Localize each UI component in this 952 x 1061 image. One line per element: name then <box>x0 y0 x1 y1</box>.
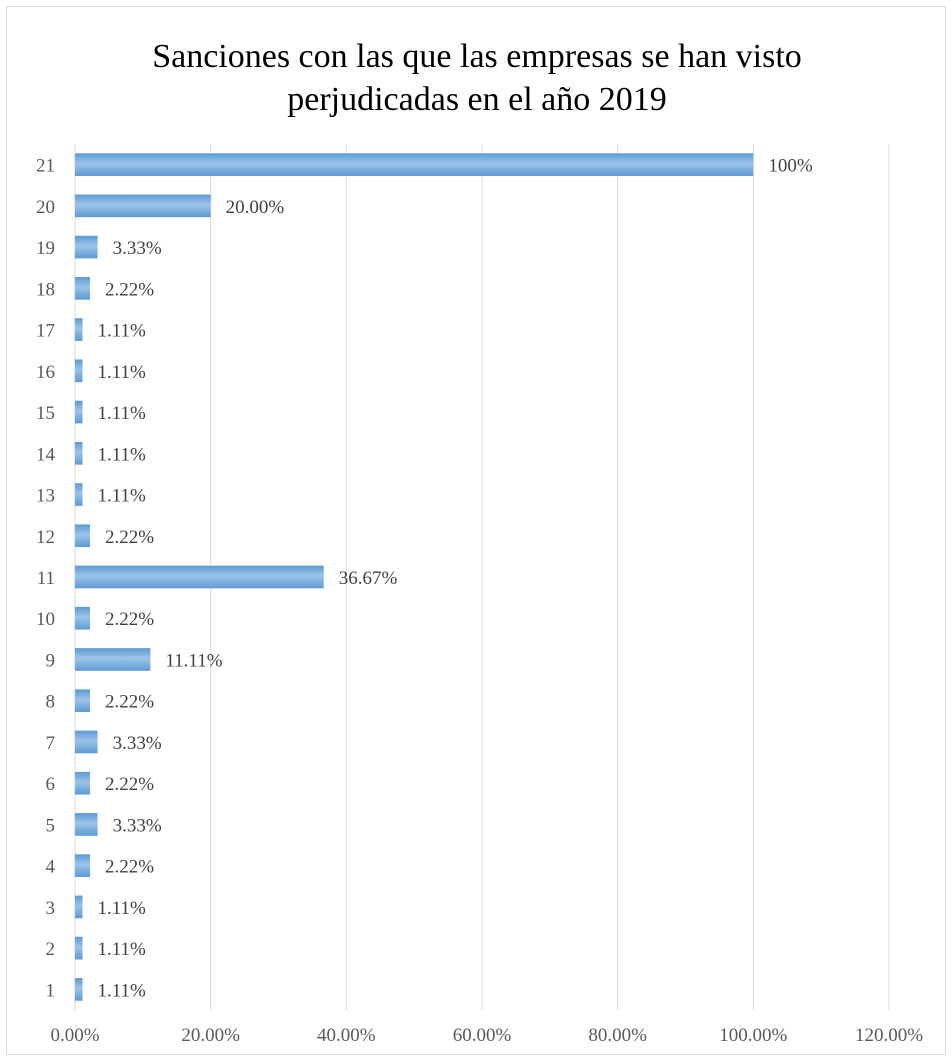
y-tick-label-7: 7 <box>46 733 56 754</box>
bar-11 <box>75 566 324 589</box>
y-tick-label-12: 12 <box>36 527 55 548</box>
bar-4 <box>75 854 90 877</box>
bar-21 <box>75 153 753 176</box>
data-label-12: 2.22% <box>105 527 154 548</box>
data-label-1: 1.11% <box>98 980 147 1001</box>
chart-title: Sanciones con las que las empresas se ha… <box>152 38 802 118</box>
data-label-8: 2.22% <box>105 692 154 713</box>
x-tick-label: 80.00% <box>588 1025 647 1046</box>
y-tick-label-1: 1 <box>46 980 56 1001</box>
y-tick-label-6: 6 <box>46 774 56 795</box>
y-tick-label-17: 17 <box>36 321 55 342</box>
y-tick-label-16: 16 <box>36 362 55 383</box>
x-tick-label: 20.00% <box>181 1025 240 1046</box>
data-label-15: 1.11% <box>98 403 147 424</box>
bar-7 <box>75 731 98 754</box>
y-tick-label-13: 13 <box>36 486 55 507</box>
data-label-18: 2.22% <box>105 279 154 300</box>
chart-frame: Sanciones con las que las empresas se ha… <box>6 6 946 1055</box>
x-tick-label: 60.00% <box>453 1025 512 1046</box>
data-label-5: 3.33% <box>113 815 162 836</box>
data-label-7: 3.33% <box>113 733 162 754</box>
data-label-6: 2.22% <box>105 774 154 795</box>
y-tick-label-9: 9 <box>46 650 56 671</box>
y-tick-label-2: 2 <box>46 939 56 960</box>
bar-2 <box>75 937 83 960</box>
bar-6 <box>75 772 90 795</box>
y-tick-label-15: 15 <box>36 403 55 424</box>
x-tick-label: 120.00% <box>855 1025 923 1046</box>
bar-12 <box>75 524 90 547</box>
bars <box>75 153 753 1000</box>
y-tick-label-10: 10 <box>36 609 55 630</box>
x-tick-label: 100.00% <box>719 1025 787 1046</box>
bar-13 <box>75 483 83 506</box>
bar-15 <box>75 401 83 424</box>
data-label-19: 3.33% <box>113 238 162 259</box>
data-label-10: 2.22% <box>105 609 154 630</box>
chart-title-line-2: perjudicadas en el año 2019 <box>287 81 667 118</box>
data-label-14: 1.11% <box>98 444 147 465</box>
bar-chart: Sanciones con las que las empresas se ha… <box>7 7 947 1056</box>
data-label-9: 11.11% <box>165 650 222 671</box>
x-tick-label: 40.00% <box>317 1025 376 1046</box>
bar-16 <box>75 359 83 382</box>
y-tick-label-4: 4 <box>46 857 56 878</box>
y-tick-label-19: 19 <box>36 238 55 259</box>
data-label-16: 1.11% <box>98 362 147 383</box>
y-tick-label-8: 8 <box>46 692 56 713</box>
chart-title-line-1: Sanciones con las que las empresas se ha… <box>152 38 802 75</box>
y-tick-label-14: 14 <box>36 444 56 465</box>
bar-17 <box>75 318 83 341</box>
data-label-21: 100% <box>768 156 813 177</box>
y-tick-label-18: 18 <box>36 279 55 300</box>
bar-20 <box>75 195 211 218</box>
bar-14 <box>75 442 83 465</box>
y-tick-label-20: 20 <box>36 197 55 218</box>
data-label-17: 1.11% <box>98 321 147 342</box>
bar-9 <box>75 648 150 671</box>
bar-19 <box>75 236 98 259</box>
y-tick-label-21: 21 <box>36 156 55 177</box>
x-axis-tick-labels: 0.00% 20.00% 40.00% 60.00% 80.00% 100.00% 120.… <box>50 1025 923 1046</box>
data-label-2: 1.11% <box>98 939 147 960</box>
data-label-11: 36.67% <box>339 568 398 589</box>
data-label-20: 20.00% <box>226 197 285 218</box>
bar-1 <box>75 978 83 1001</box>
y-tick-label-3: 3 <box>46 898 56 919</box>
bar-3 <box>75 896 83 919</box>
bar-18 <box>75 277 90 300</box>
data-label-3: 1.11% <box>98 898 147 919</box>
data-label-13: 1.11% <box>98 486 147 507</box>
bar-5 <box>75 813 98 836</box>
bar-10 <box>75 607 90 630</box>
y-tick-label-11: 11 <box>37 568 55 589</box>
y-tick-label-5: 5 <box>46 815 56 836</box>
x-tick-label: 0.00% <box>50 1025 99 1046</box>
bar-8 <box>75 689 90 712</box>
data-label-4: 2.22% <box>105 857 154 878</box>
